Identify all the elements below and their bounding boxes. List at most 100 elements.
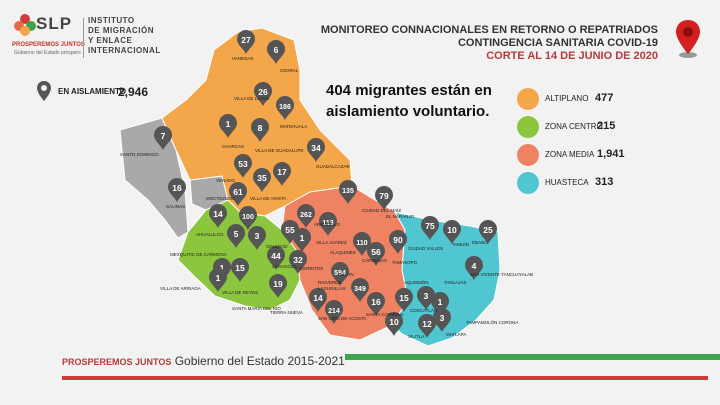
map-pin-icon: [433, 308, 451, 332]
map-marker: 12: [418, 314, 436, 338]
slp-logo: SLP PROSPEREMOS JUNTOS Gobierno del Esta…: [8, 12, 178, 72]
map-marker: 79: [375, 186, 393, 210]
map-marker-value: 10: [447, 225, 457, 235]
footer-text: Gobierno del Estado 2015-2021: [174, 354, 345, 368]
map-marker-value: 10: [389, 317, 399, 327]
map-marker-value: 262: [300, 212, 312, 219]
map-pin-icon: [417, 286, 435, 310]
legend-swatch: [517, 144, 539, 166]
map-marker-value: 5: [234, 229, 239, 239]
map-pin-icon: [293, 228, 311, 252]
map-municipality-label: CIUDAD DEL MAÍZ: [362, 207, 401, 213]
map-marker: 17: [273, 161, 292, 186]
map-marker-value: 25: [483, 225, 493, 235]
map-marker: 7: [154, 126, 172, 150]
map-marker: 1: [219, 114, 237, 138]
map-pin-icon: [281, 219, 300, 244]
map-marker: 3: [417, 286, 435, 310]
map-marker-value: 7: [161, 131, 166, 141]
map-municipality-label: ARMADILLO: [314, 222, 341, 227]
map-marker: 135: [339, 180, 357, 204]
map-marker-value: 17: [277, 167, 287, 177]
map-marker: 1: [209, 268, 227, 292]
map-marker: 34: [307, 138, 325, 162]
map-pin-icon: [251, 118, 269, 142]
map-municipality-label: RIOVERDE: [318, 280, 342, 285]
map-marker-value: 44: [271, 251, 281, 261]
map-marker: 16: [367, 292, 385, 316]
map-marker-value: 349: [354, 286, 366, 293]
map-marker-value: 4: [472, 261, 477, 271]
map-pin-icon: [231, 258, 249, 282]
pin-icon: [37, 81, 51, 101]
map-pin-icon: [353, 232, 371, 256]
map-marker: 56: [367, 242, 385, 266]
map-marker: 10: [385, 312, 403, 336]
location-pin-icon: [676, 20, 700, 58]
map-marker-value: 16: [371, 297, 381, 307]
page-title: MONITOREO CONNACIONALES EN RETORNO O REP…: [321, 24, 658, 63]
map-marker-value: 584: [334, 270, 346, 277]
map-pin-icon: [229, 182, 247, 206]
map-labels: VANEGAS CEDRAL VILLA DE LA PAZ MATEHUALA SAN…: [120, 56, 533, 339]
logo-divider: [83, 18, 84, 58]
map-marker-value: 55: [285, 225, 295, 235]
map-marker-value: 34: [311, 143, 321, 153]
map-marker-value: 12: [422, 319, 432, 329]
legend-value: 477: [595, 92, 614, 104]
map-municipality-label: VANEGAS: [232, 56, 253, 61]
map-marker-value: 214: [328, 308, 340, 315]
map-marker: 90: [389, 230, 407, 254]
isolation-value: 2,946: [118, 85, 149, 99]
map-marker-value: 61: [233, 187, 243, 197]
map-pin-icon: [431, 292, 449, 316]
map-marker-value: 32: [293, 255, 303, 265]
legend-swatch: [517, 172, 539, 194]
map-marker: 186: [276, 96, 294, 120]
map-pin-icon: [267, 246, 285, 270]
map-municipality-label: VENADO: [216, 178, 236, 183]
map-marker: 113: [319, 212, 337, 236]
map-municipality-label: MATEHUALA: [280, 124, 307, 129]
map-marker-value: 1: [220, 263, 225, 273]
map-marker: 61: [229, 182, 247, 206]
map-marker: 19: [269, 274, 287, 298]
map-municipality-label: SANTA MARÍA DEL RÍO: [232, 305, 281, 311]
map-marker-value: 3: [255, 231, 260, 241]
map-marker-value: 79: [379, 191, 389, 201]
map-pin-icon: [418, 314, 436, 338]
legend-label: ZONA CENTRO: [545, 122, 603, 131]
institute-line: Y ENLACE: [88, 36, 133, 45]
map-marker-value: 113: [322, 220, 333, 227]
map-pin-icon: [389, 230, 407, 254]
map-municipality-label: CIUDAD VALLES: [408, 246, 443, 251]
map-pin-icon: [234, 154, 252, 178]
flower-icon: [14, 14, 36, 36]
map-municipality-label: CEDRAL: [280, 68, 299, 73]
map-marker: 55: [281, 219, 300, 244]
map-pin-icon: [367, 292, 385, 316]
map-marker-value: 135: [342, 188, 354, 195]
map-pin-icon: [248, 226, 266, 250]
map-marker-value: 1: [300, 233, 305, 243]
map-municipality-label: TIERRA NUEVA: [270, 310, 303, 315]
map-marker: 6: [267, 40, 285, 64]
map-marker: 262: [297, 204, 315, 228]
map-pin-icon: [339, 180, 357, 204]
institute-name: INSTITUTO DE MIGRACIÓN Y ENLACE INTERNAC…: [88, 16, 178, 56]
map-marker: 10: [443, 220, 461, 244]
legend-label: HUASTECA: [545, 178, 589, 187]
map-marker-value: 1: [226, 119, 231, 129]
map-pin-icon: [237, 30, 255, 54]
map-pin-icon: [289, 250, 307, 274]
map-pin-icon: [276, 96, 294, 120]
map-pin-icon: [297, 204, 315, 228]
institute-line: DE MIGRACIÓN: [88, 26, 154, 35]
legend-value: 1,941: [597, 148, 625, 160]
map-marker: 27: [237, 30, 255, 54]
map-pin-icon: [479, 220, 497, 244]
map-pin-icon: [385, 312, 403, 336]
map-marker: 35: [253, 168, 271, 192]
map-pin-icon: [351, 278, 369, 302]
